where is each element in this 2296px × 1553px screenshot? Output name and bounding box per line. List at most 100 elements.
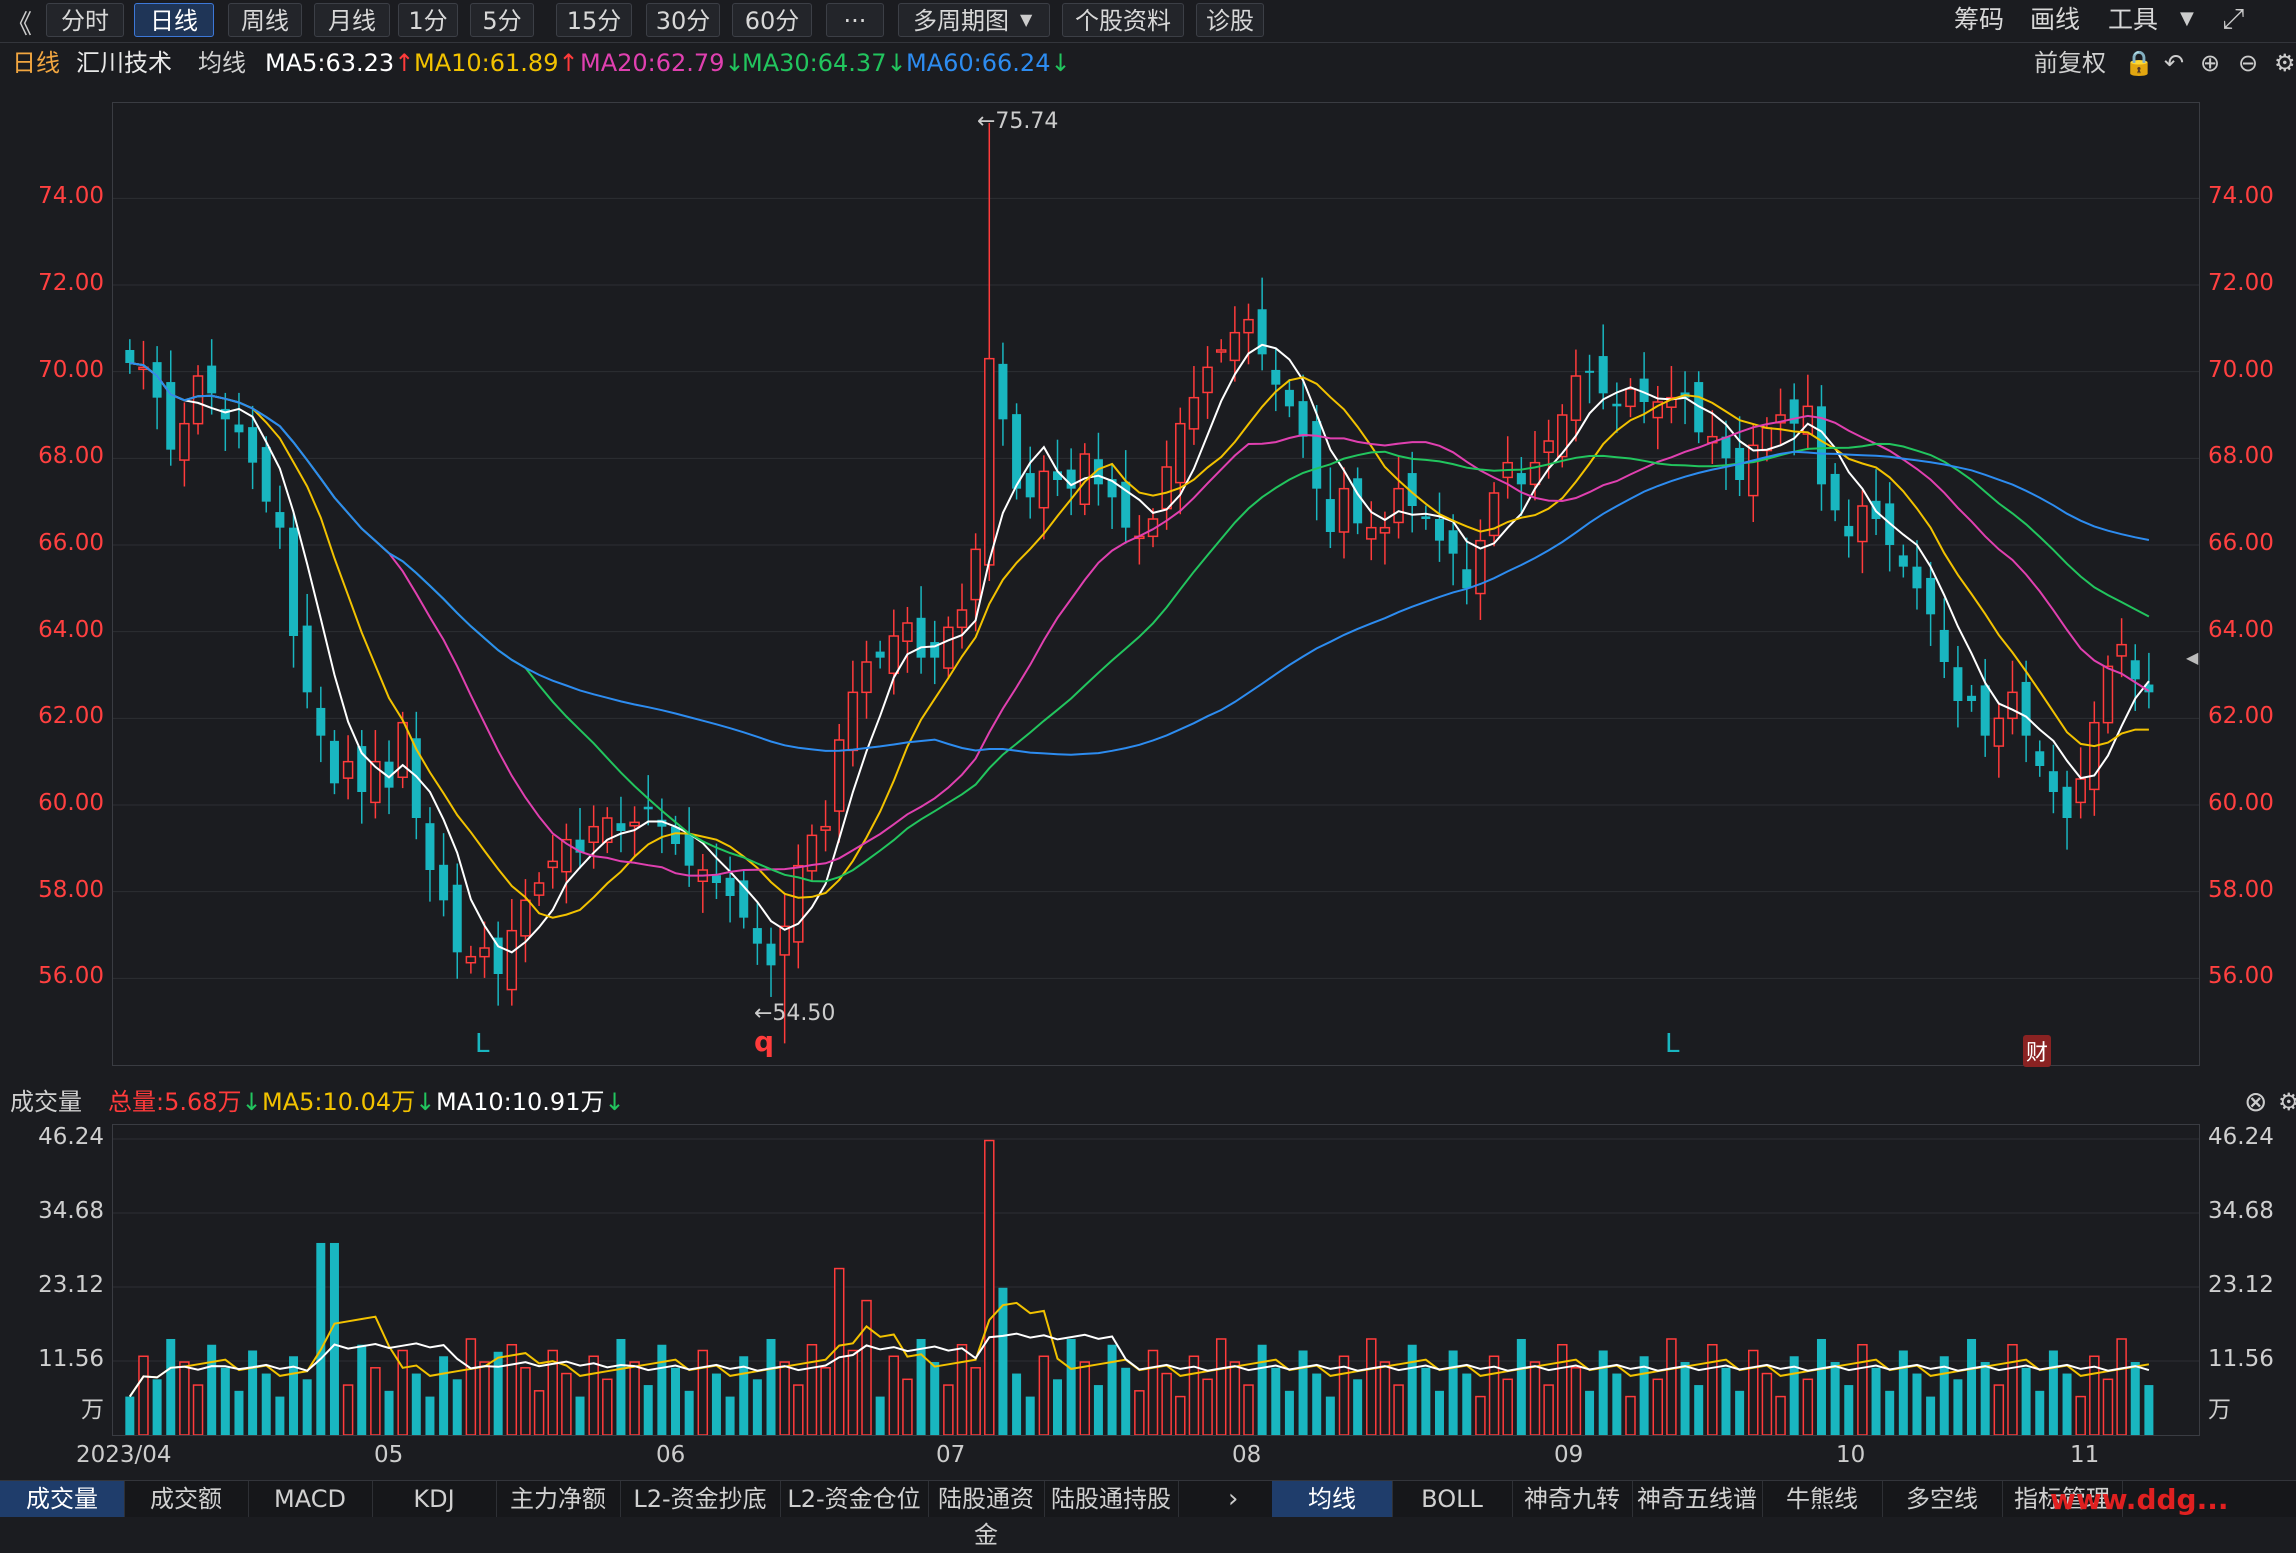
close-volume-icon[interactable]: ⊗	[2244, 1085, 2268, 1118]
chip-button[interactable]: 筹码	[1954, 5, 2005, 34]
volume-bar	[1271, 1367, 1281, 1435]
candle	[1366, 501, 1377, 561]
candle	[1912, 540, 1922, 610]
candle	[1980, 658, 1990, 757]
indicator-tab[interactable]: MACD	[248, 1481, 373, 1517]
volume-tick-label: 46.24	[38, 1124, 104, 1150]
zoom-in-icon[interactable]: ⊕	[2200, 49, 2221, 77]
indicator-tab[interactable]: 陆股通资金	[928, 1481, 1045, 1549]
candle	[152, 346, 162, 430]
time-share-button[interactable]: 分时	[46, 3, 124, 37]
event-marker-q[interactable]: q	[754, 1025, 775, 1058]
candle	[1612, 382, 1622, 433]
volume-tick-label: 11.56	[38, 1346, 104, 1372]
candle	[2116, 618, 2127, 678]
volume-bar	[1366, 1338, 1377, 1435]
1min-button[interactable]: 1分	[398, 3, 458, 37]
ma10-line	[129, 362, 2149, 919]
price-tick-label: 72.00	[2208, 270, 2274, 296]
volume-bar	[1175, 1395, 1186, 1435]
15min-button[interactable]: 15分	[556, 3, 632, 37]
volume-bar	[125, 1396, 135, 1435]
overlay-tab[interactable]: 神奇九转	[1512, 1481, 1633, 1517]
volume-bar	[1993, 1384, 2005, 1435]
volume-bar	[2062, 1373, 2072, 1435]
volume-bar	[425, 1396, 435, 1435]
kline-chart[interactable]	[113, 103, 2199, 1065]
candle	[1188, 366, 1200, 445]
indicator-tab[interactable]: 成交额	[124, 1481, 249, 1517]
daily-button[interactable]: 日线	[134, 3, 214, 37]
volume-label[interactable]: 成交量	[10, 1088, 82, 1116]
candle	[1025, 446, 1035, 519]
volume-bar	[643, 1385, 653, 1435]
volume-tick-label: 46.24	[2208, 1124, 2274, 1150]
adjust-label[interactable]: 前复权	[2034, 49, 2106, 77]
diagnose-button[interactable]: 诊股	[1196, 3, 1264, 37]
arrow-down-icon: ↓	[604, 1088, 625, 1116]
indicator-tab[interactable]: L2-资金抄底	[620, 1481, 781, 1517]
candle	[1802, 374, 1814, 451]
candle	[1639, 352, 1649, 424]
indicator-tab[interactable]: 陆股通持股	[1044, 1481, 1179, 1517]
event-marker-l[interactable]: L	[475, 1029, 490, 1059]
weekly-button[interactable]: 周线	[228, 3, 302, 37]
back-icon[interactable]: 《	[6, 10, 33, 40]
price-tick-label: 68.00	[38, 443, 104, 470]
volume-bar	[575, 1396, 585, 1435]
indicator-tab[interactable]: L2-资金仓位	[780, 1481, 929, 1517]
overlay-tab[interactable]: 指标管理	[2002, 1481, 2123, 1517]
lock-icon[interactable]: 🔒	[2124, 49, 2154, 77]
30min-button[interactable]: 30分	[646, 3, 720, 37]
candle	[166, 350, 176, 466]
overlay-tab[interactable]: 均线	[1272, 1481, 1393, 1517]
multi-period-button[interactable]: 多周期图	[898, 3, 1050, 37]
candle	[739, 869, 749, 929]
settings-icon[interactable]: ⚙	[2274, 49, 2296, 77]
fullscreen-icon[interactable]: ⤢	[2222, 2, 2245, 35]
volume-panel[interactable]	[112, 1124, 2200, 1436]
tabs-scroll-right-icon[interactable]: ›	[1228, 1484, 1239, 1514]
draw-line-button[interactable]: 画线	[2030, 5, 2081, 34]
settings-icon[interactable]: ⚙	[2278, 1088, 2296, 1116]
tools-dropdown-icon[interactable]: ▼	[2180, 8, 2194, 29]
stock-profile-button[interactable]: 个股资料	[1062, 3, 1184, 37]
volume-bar	[1707, 1343, 1718, 1435]
volume-bar	[357, 1344, 367, 1435]
price-tick-label: 64.00	[38, 616, 104, 643]
event-marker-l[interactable]: L	[1665, 1029, 1680, 1059]
zoom-out-icon[interactable]: ⊖	[2238, 49, 2259, 77]
watermark: www.ddg...	[2050, 1483, 2229, 1516]
volume-bar	[1980, 1362, 1990, 1435]
dropdown-icon[interactable]: ▼	[1020, 10, 1033, 29]
kline-panel[interactable]: ←75.74 ←54.50 L q L 财	[112, 102, 2200, 1067]
indicator-tab[interactable]: KDJ	[372, 1481, 497, 1517]
overlay-tab[interactable]: BOLL	[1392, 1481, 1513, 1517]
volume-bar	[930, 1362, 940, 1435]
monthly-button[interactable]: 月线	[314, 3, 390, 37]
volume-chart[interactable]	[113, 1125, 2199, 1435]
indicator-tab[interactable]: 成交量	[0, 1481, 125, 1517]
undo-icon[interactable]: ↶	[2164, 49, 2185, 77]
high-price-annotation: ←75.74	[977, 109, 1059, 134]
arrow-down-icon: ↓	[1050, 49, 1071, 77]
volume-bar	[179, 1361, 190, 1435]
5min-button[interactable]: 5分	[470, 3, 534, 37]
volume-tick-label: 23.12	[2208, 1272, 2274, 1298]
overlay-tab[interactable]: 多空线	[1882, 1481, 2003, 1517]
stock-name[interactable]: 汇川技术	[76, 49, 172, 77]
tools-button[interactable]: 工具	[2108, 5, 2159, 34]
more-button[interactable]: ···	[826, 3, 884, 37]
finance-marker[interactable]: 财	[2023, 1035, 2052, 1067]
ma-label[interactable]: 均线	[198, 49, 246, 77]
price-tick-label: 62.00	[38, 703, 104, 730]
60min-button[interactable]: 60分	[732, 3, 812, 37]
volume-bar	[588, 1355, 599, 1435]
volume-bar	[793, 1384, 804, 1435]
overlay-tab[interactable]: 神奇五线谱	[1632, 1481, 1763, 1517]
overlay-tab[interactable]: 牛熊线	[1762, 1481, 1883, 1517]
volume-bar	[1502, 1378, 1513, 1435]
current-price-pointer-icon: ◀	[2186, 648, 2199, 667]
ma5-line	[129, 343, 2150, 954]
indicator-tab[interactable]: 主力净额	[496, 1481, 621, 1517]
